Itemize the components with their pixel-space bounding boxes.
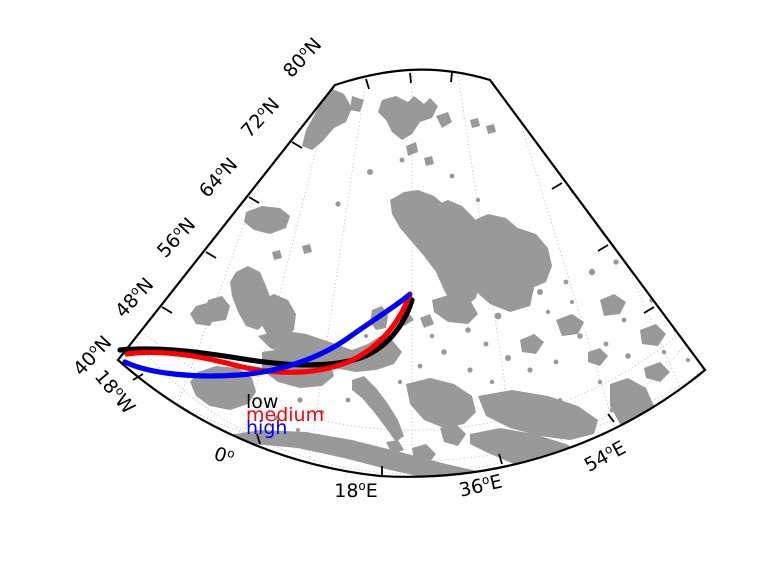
lon-label-54e: 54oE: [580, 436, 629, 477]
legend-label-low: low: [246, 391, 278, 413]
lat-label-72n: 72oN: [236, 93, 284, 142]
lat-label-64n: 64oN: [194, 153, 242, 202]
lon-label-18e: 18oE: [334, 479, 378, 502]
map-interior: [118, 69, 705, 477]
lat-label-80n: 80oN: [278, 33, 326, 82]
legend: low medium high: [246, 391, 324, 439]
lat-label-48n: 48oN: [110, 273, 158, 322]
trajectory-group: [117, 291, 415, 379]
trajectory-medium: [124, 291, 413, 375]
map-frame: [116, 68, 707, 478]
legend-label-high: high: [246, 417, 287, 439]
lon-label-0: 0o: [211, 442, 237, 470]
lat-label-56n: 56oN: [152, 213, 200, 262]
trajectory-high: [122, 292, 412, 379]
legend-label-medium: medium: [246, 404, 324, 426]
